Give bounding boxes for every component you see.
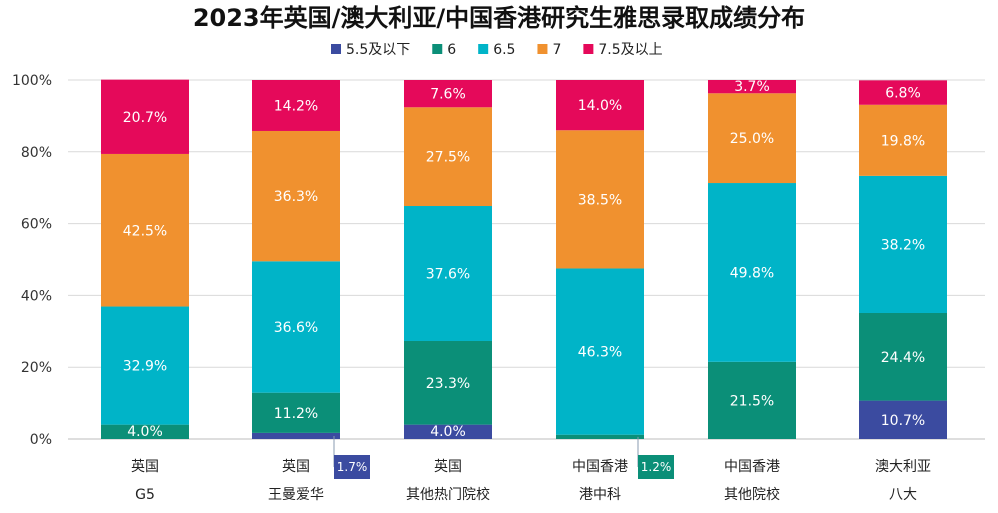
- bar-segment: [252, 432, 340, 439]
- bar-segment: [404, 340, 492, 425]
- x-category-label: G5: [135, 487, 155, 503]
- y-tick-label: 40%: [21, 288, 52, 304]
- bar-segment: [404, 424, 492, 439]
- grid-lines: [68, 79, 985, 440]
- bar-segment: [859, 104, 947, 176]
- callout-label: 1.7%: [337, 460, 368, 474]
- x-category-label: 中国香港: [572, 459, 628, 475]
- chart-title: 2023年英国/澳大利亚/中国香港研究生雅思录取成绩分布: [193, 4, 805, 32]
- data-label: 32.9%: [123, 359, 167, 375]
- x-category-label: 英国: [131, 458, 159, 475]
- x-category-label: 中国香港: [724, 459, 780, 475]
- bar-segment: [708, 93, 796, 184]
- data-label: 4.0%: [430, 424, 466, 440]
- data-label: 14.0%: [578, 98, 622, 114]
- bar-segment: [859, 312, 947, 401]
- y-axis: 0% 20% 40% 60% 80% 100%: [12, 73, 52, 448]
- x-category-label: 英国: [434, 458, 462, 475]
- y-tick-label: 20%: [21, 360, 52, 376]
- legend-label: 7.5及以上: [598, 42, 662, 58]
- bar-segment: [252, 80, 340, 131]
- legend-label: 6.5: [493, 42, 515, 58]
- bar-segment: [404, 107, 492, 207]
- data-label: 23.3%: [426, 376, 470, 392]
- callouts: 1.7% 1.2%: [333, 435, 674, 479]
- bar-segment: [252, 261, 340, 393]
- x-category-label: 澳大利亚: [875, 459, 931, 475]
- x-category-label: 八大: [889, 487, 917, 503]
- data-label: 4.0%: [127, 424, 163, 440]
- data-label: 27.5%: [426, 150, 470, 166]
- bar-segment: [252, 392, 340, 433]
- data-label: 24.4%: [881, 350, 925, 366]
- callout-box: [638, 455, 674, 479]
- x-category-label: 其他热门院校: [406, 486, 490, 503]
- legend-swatch: [478, 44, 489, 54]
- data-label: 20.7%: [123, 110, 167, 126]
- legend-swatch: [432, 44, 443, 54]
- data-label: 42.5%: [123, 223, 167, 239]
- bar-segment: [556, 434, 644, 439]
- legend-swatch: [583, 44, 594, 54]
- data-label: 36.6%: [274, 320, 318, 336]
- callout-box: [334, 455, 370, 479]
- y-tick-label: 100%: [12, 73, 52, 89]
- bar-segment: [859, 175, 947, 313]
- bar-segment: [252, 130, 340, 262]
- bar-segment: [556, 130, 644, 269]
- y-tick-label: 0%: [30, 432, 52, 448]
- y-tick-label: 60%: [21, 217, 52, 233]
- bar-segment: [101, 153, 189, 307]
- bar-segment: [708, 361, 796, 439]
- data-labels: 4.0% 32.9% 42.5% 20.7% 11.2% 36.6% 36.3% 14.2% 4…: [123, 79, 925, 440]
- bars: [101, 79, 947, 439]
- bar-segment: [859, 80, 947, 105]
- data-label: 49.8%: [730, 265, 774, 281]
- bar-segment: [404, 206, 492, 341]
- data-label: 38.5%: [578, 192, 622, 208]
- callout-label: 1.2%: [641, 460, 672, 474]
- bar-segment: [101, 424, 189, 439]
- data-label: 11.2%: [274, 406, 318, 422]
- legend-swatch: [331, 44, 341, 54]
- x-category-label: 王曼爱华: [268, 487, 324, 503]
- bar-segment: [556, 268, 644, 435]
- legend-swatch: [537, 44, 548, 54]
- data-label: 37.6%: [426, 267, 470, 283]
- bar-segment: [404, 80, 492, 108]
- bar-segment: [101, 306, 189, 425]
- bar-segment: [708, 183, 796, 362]
- legend-label: 5.5及以下: [346, 42, 410, 58]
- data-label: 25.0%: [730, 131, 774, 147]
- data-label: 19.8%: [881, 133, 925, 149]
- chart-legend: 5.5及以下 6 6.5 7 7.5及以上: [331, 42, 663, 58]
- legend-label: 6: [447, 42, 456, 58]
- x-category-label: 港中科: [579, 487, 621, 503]
- data-label: 3.7%: [734, 79, 770, 95]
- bar-segment: [708, 80, 796, 94]
- data-label: 6.8%: [885, 86, 921, 102]
- data-label: 38.2%: [881, 237, 925, 253]
- data-label: 46.3%: [578, 345, 622, 361]
- x-category-label: 英国: [282, 458, 310, 475]
- legend-label: 7: [552, 42, 561, 58]
- bar-segment: [556, 80, 644, 131]
- x-category-label: 其他院校: [724, 486, 780, 503]
- data-label: 14.2%: [274, 99, 318, 115]
- data-label: 7.6%: [430, 87, 466, 103]
- bar-segment: [101, 79, 189, 154]
- data-label: 10.7%: [881, 413, 925, 429]
- data-label: 21.5%: [730, 393, 774, 409]
- data-label: 36.3%: [274, 189, 318, 205]
- y-tick-label: 80%: [21, 145, 52, 161]
- bar-segment: [859, 400, 947, 439]
